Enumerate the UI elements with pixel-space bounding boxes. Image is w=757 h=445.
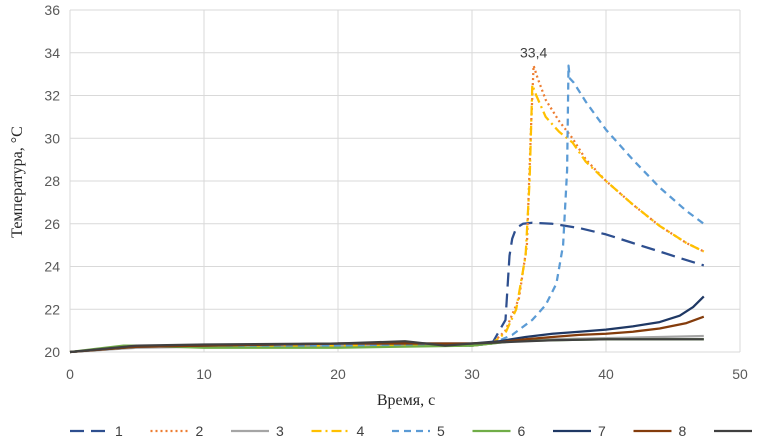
series-line-1 <box>69 221 705 354</box>
legend-label-2: 2 <box>196 423 204 439</box>
y-tick-label: 32 <box>44 88 60 104</box>
x-tick-label: 50 <box>732 366 748 382</box>
legend-label-1: 1 <box>115 423 123 439</box>
series-line-9 <box>69 338 704 354</box>
x-tick-label: 30 <box>464 366 480 382</box>
series-line-2 <box>69 64 705 354</box>
x-axis-ticks: 0 10 20 30 40 50 <box>66 366 748 382</box>
x-tick-label: 40 <box>598 366 614 382</box>
peak-annotation: 33,4 <box>520 45 547 61</box>
x-tick-label: 20 <box>330 366 346 382</box>
legend-label-8: 8 <box>679 423 687 439</box>
legend-label-5: 5 <box>437 423 445 439</box>
y-tick-label: 34 <box>44 45 60 61</box>
series-line-5 <box>69 64 705 354</box>
series-lines <box>69 64 705 354</box>
legend: 123456789 <box>70 423 752 439</box>
grid-lines <box>69 9 741 353</box>
legend-label-7: 7 <box>598 423 606 439</box>
y-tick-label: 30 <box>44 130 60 146</box>
y-axis-title: Температура, °C <box>9 126 26 238</box>
annotations: 33,4 <box>520 45 547 61</box>
x-axis-title: Время, с <box>377 392 435 409</box>
legend-label-3: 3 <box>276 423 284 439</box>
y-tick-label: 36 <box>44 2 60 18</box>
x-tick-label: 0 <box>66 366 74 382</box>
legend-label-6: 6 <box>518 423 526 439</box>
y-tick-label: 22 <box>44 301 60 317</box>
series-line-4 <box>69 83 705 354</box>
y-tick-label: 24 <box>44 259 60 275</box>
y-axis-ticks: 20 22 24 26 28 30 32 34 36 <box>44 2 60 360</box>
y-tick-label: 26 <box>44 216 60 232</box>
y-tick-label: 28 <box>44 173 60 189</box>
y-tick-label: 20 <box>44 344 60 360</box>
x-tick-label: 10 <box>196 366 212 382</box>
legend-label-4: 4 <box>357 423 365 439</box>
